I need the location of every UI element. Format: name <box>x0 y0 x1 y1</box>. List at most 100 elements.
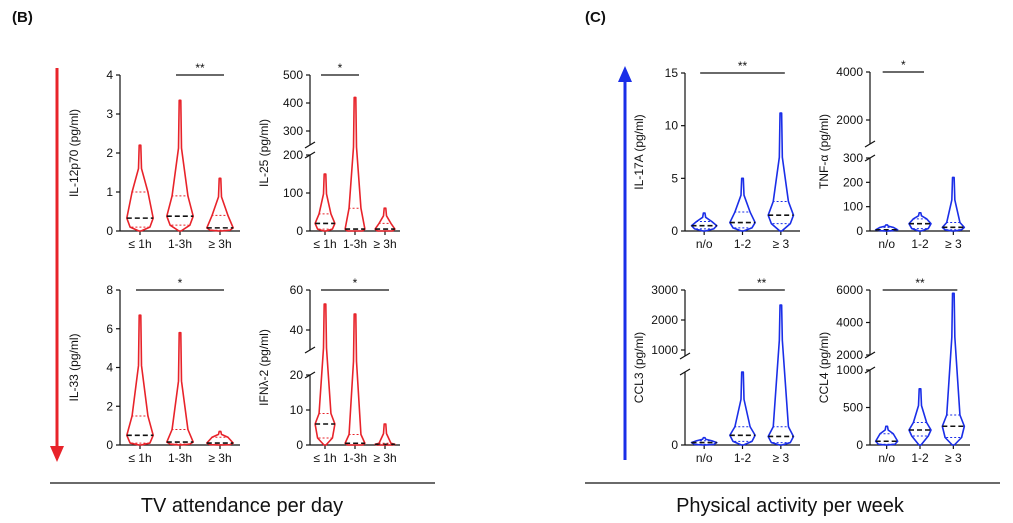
y-axis-label: IL-33 (pg/ml) <box>67 333 81 401</box>
x-tick-label: 1-2 <box>734 451 752 465</box>
y-axis-label: IL-12p70 (pg/ml) <box>67 109 81 197</box>
significance-label: * <box>901 58 906 72</box>
violin <box>767 304 795 446</box>
violin <box>941 176 966 232</box>
violin <box>729 371 756 446</box>
violin <box>344 96 366 232</box>
y-axis-label: CCL4 (pg/ml) <box>817 332 831 403</box>
y-tick-label: 400 <box>283 96 303 110</box>
x-tick-label: ≤ 1h <box>128 237 151 251</box>
y-tick-label: 0 <box>106 438 113 452</box>
x-tick-label: ≥ 3h <box>373 237 396 251</box>
x-tick-label: ≤ 1h <box>313 237 336 251</box>
violin <box>874 425 899 446</box>
violin <box>344 313 366 446</box>
y-axis-label: IL-25 (pg/ml) <box>257 119 271 187</box>
y-axis-label: TNF-α (pg/ml) <box>817 114 831 189</box>
significance-label: * <box>178 276 183 290</box>
y-tick-label: 0 <box>106 224 113 238</box>
x-tick-label: ≥ 3h <box>373 451 396 465</box>
y-tick-label: 3000 <box>651 283 678 297</box>
violin <box>166 331 194 446</box>
significance-label: ** <box>757 276 767 290</box>
violin <box>166 99 194 232</box>
y-tick-label: 0 <box>296 224 303 238</box>
x-tick-label: n/o <box>878 237 895 251</box>
y-tick-label: 4 <box>106 361 113 375</box>
arrow-head <box>50 446 64 462</box>
x-tick-label: ≥ 3h <box>208 237 231 251</box>
significance-label: * <box>338 61 343 75</box>
y-tick-label: 100 <box>283 186 303 200</box>
significance-label: * <box>353 276 358 290</box>
y-axis-label: IFNλ-2 (pg/ml) <box>257 329 271 406</box>
violin <box>374 423 396 446</box>
y-tick-label: 60 <box>290 283 304 297</box>
y-tick-label: 300 <box>843 151 863 165</box>
x-tick-label: ≥ 3 <box>773 451 790 465</box>
y-tick-label: 2 <box>106 146 113 160</box>
y-tick-label: 5 <box>671 171 678 185</box>
y-tick-label: 4 <box>106 68 113 82</box>
y-tick-label: 2000 <box>836 113 863 127</box>
y-tick-label: 0 <box>671 224 678 238</box>
y-tick-label: 2000 <box>651 313 678 327</box>
caption: Physical activity per week <box>676 495 905 517</box>
y-tick-label: 0 <box>671 438 678 452</box>
panel-label: (B) <box>12 9 33 26</box>
violin <box>767 112 795 232</box>
x-tick-label: ≤ 1h <box>128 451 151 465</box>
x-tick-label: 1-3h <box>343 237 367 251</box>
significance-label: ** <box>915 276 925 290</box>
y-tick-label: 0 <box>856 224 863 238</box>
significance-label: ** <box>195 61 205 75</box>
y-tick-label: 40 <box>290 323 304 337</box>
axis-break <box>864 140 876 148</box>
violin <box>908 211 932 232</box>
x-tick-label: ≥ 3 <box>945 451 962 465</box>
y-tick-label: 10 <box>665 119 679 133</box>
violin <box>690 436 718 446</box>
y-tick-label: 500 <box>283 68 303 82</box>
y-tick-label: 6 <box>106 322 113 336</box>
x-tick-label: ≤ 1h <box>313 451 336 465</box>
x-tick-label: n/o <box>696 451 713 465</box>
axis-break <box>679 352 691 360</box>
caption: TV attendance per day <box>141 495 343 517</box>
y-tick-label: 200 <box>843 175 863 189</box>
x-tick-label: 1-3h <box>343 451 367 465</box>
panel-label: (C) <box>585 9 606 26</box>
axis-break <box>304 346 316 354</box>
y-tick-label: 6000 <box>836 283 863 297</box>
y-tick-label: 1 <box>106 185 113 199</box>
violin <box>374 207 396 232</box>
axis-break <box>304 141 316 149</box>
x-tick-label: ≥ 3h <box>208 451 231 465</box>
x-tick-label: ≥ 3 <box>945 237 962 251</box>
significance-label: ** <box>738 59 748 73</box>
y-tick-label: 15 <box>665 66 679 80</box>
violin <box>314 173 336 232</box>
y-tick-label: 1000 <box>836 363 863 377</box>
y-tick-label: 0 <box>856 438 863 452</box>
y-axis-label: IL-17A (pg/ml) <box>632 114 646 189</box>
x-tick-label: 1-2 <box>911 451 929 465</box>
y-tick-label: 200 <box>283 148 303 162</box>
x-tick-label: 1-2 <box>734 237 752 251</box>
axis-break <box>679 368 691 376</box>
y-tick-label: 100 <box>843 200 863 214</box>
violin <box>126 314 154 446</box>
x-tick-label: n/o <box>878 451 895 465</box>
y-tick-label: 8 <box>106 283 113 297</box>
y-tick-label: 300 <box>283 124 303 138</box>
violin <box>908 387 932 446</box>
y-tick-label: 20 <box>290 368 304 382</box>
y-tick-label: 3 <box>106 107 113 121</box>
violin <box>941 292 966 446</box>
x-tick-label: ≥ 3 <box>773 237 790 251</box>
violin <box>690 212 718 232</box>
x-tick-label: 1-3h <box>168 237 192 251</box>
y-tick-label: 4000 <box>836 65 863 79</box>
y-tick-label: 1000 <box>651 343 678 357</box>
y-tick-label: 0 <box>296 438 303 452</box>
